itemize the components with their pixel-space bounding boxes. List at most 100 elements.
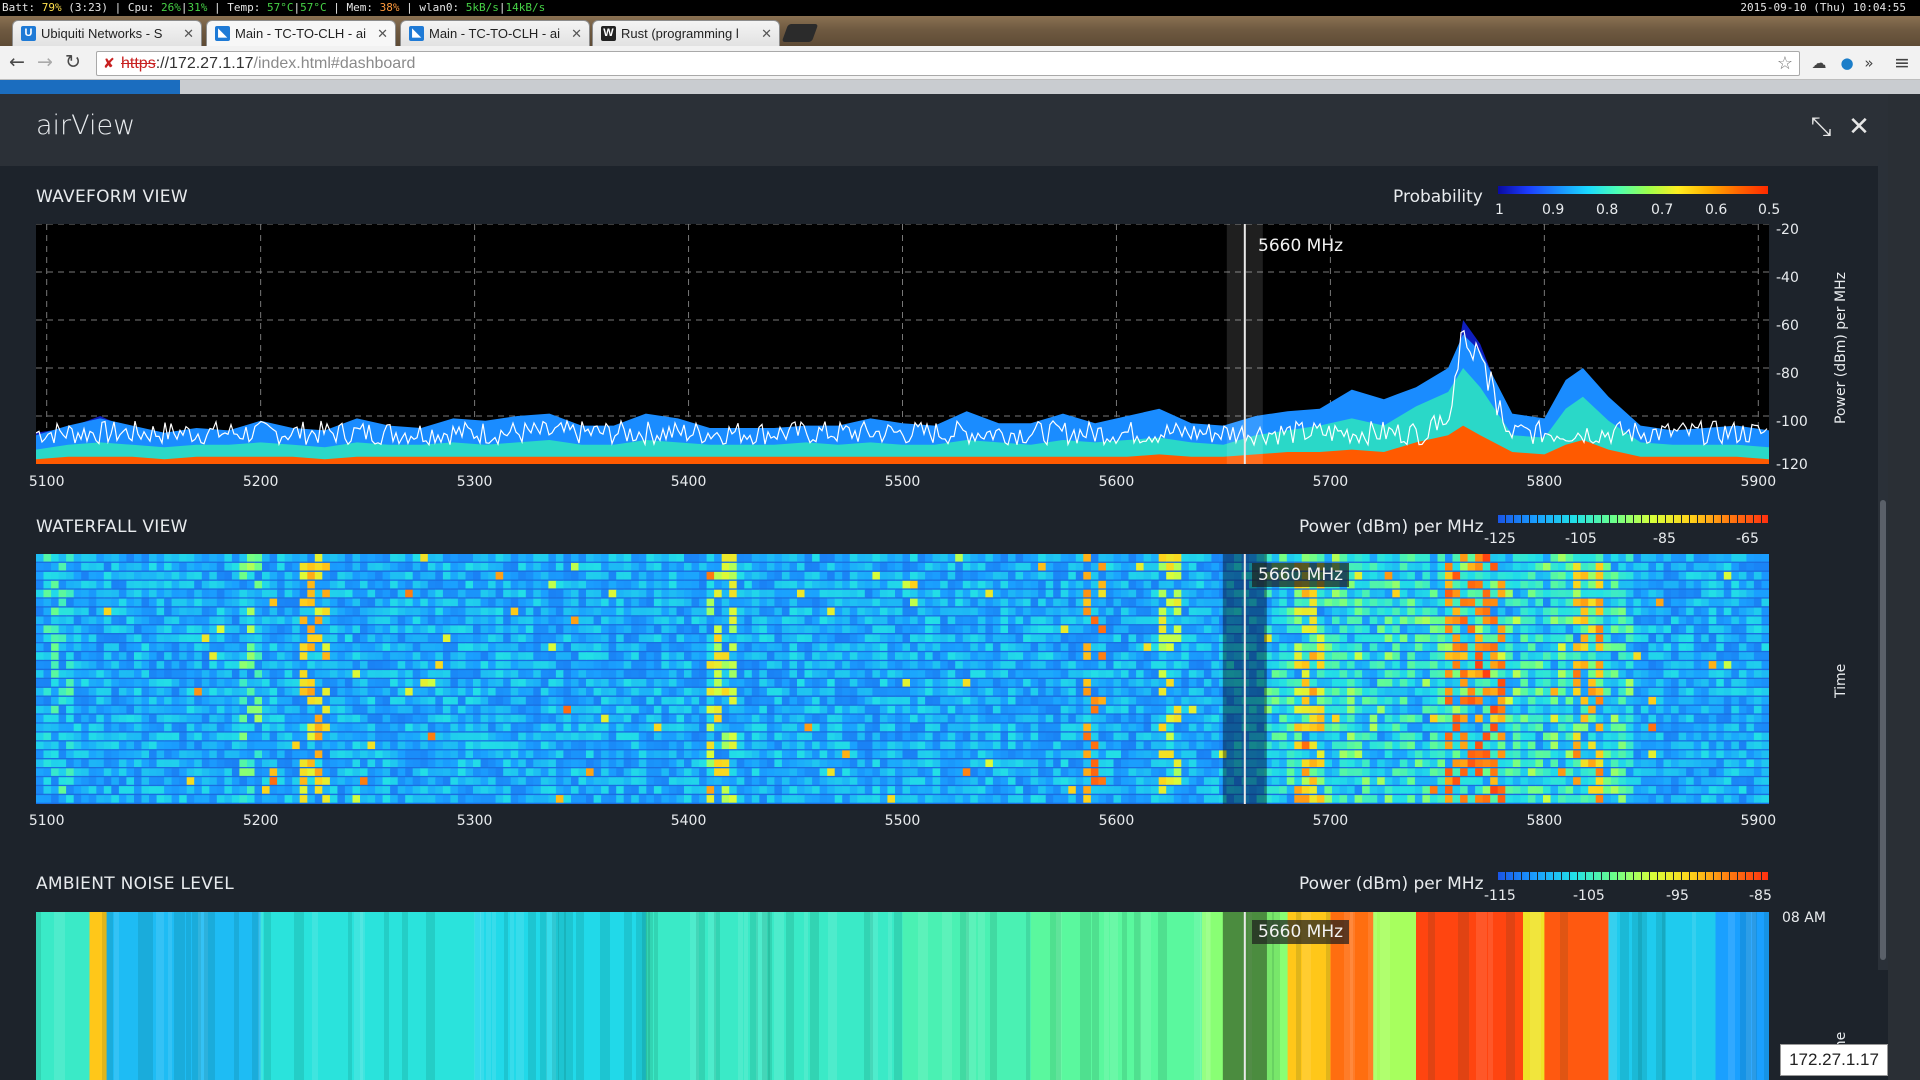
waterfall-cell [1249,723,1258,732]
waterfall-cell [661,580,670,589]
waterfall-cell [1497,616,1506,625]
waterfall-cell [533,625,542,633]
waterfall-cell [1512,670,1521,678]
tab-rust[interactable]: W Rust (programming l ✕ [592,20,780,46]
waterfall-cell [1414,661,1423,669]
extensions-overflow-icon[interactable]: » [1864,54,1874,72]
waterfall-cell [1045,554,1054,562]
waterfall-cell [111,598,120,607]
waterfall-cell [774,705,783,714]
waterfall-cell [571,670,580,678]
waterfall-cell [1362,687,1371,696]
waterfall-cell [849,705,858,714]
waterfall-cell [849,714,858,723]
tab-main-2[interactable]: ◣ Main - TC-TO-CLH - ai ✕ [400,20,590,46]
menu-icon[interactable]: ≡ [1894,52,1910,74]
waterfall-cell [593,732,602,741]
waterfall-cell [932,634,941,642]
waterfall-chart[interactable] [36,554,1769,804]
tab-ubiquiti[interactable]: U Ubiquiti Networks - S ✕ [12,20,202,46]
waterfall-cell [699,571,708,580]
waterfall-cell [1181,652,1190,660]
waterfall-cell [872,714,881,723]
waterfall-cell [736,589,745,598]
waterfall-cell [676,732,685,741]
waterfall-cell [1000,705,1009,714]
waterfall-cell [684,652,693,660]
waterfall-cell [66,634,75,642]
reload-icon[interactable]: ↻ [65,51,81,73]
waterfall-cell [1482,679,1491,687]
waterfall-cell [88,607,97,616]
waterfall-cell [1234,598,1243,607]
waterfall-cell [661,652,670,660]
waterfall-cell [1226,661,1235,669]
waterfall-cell [601,705,610,714]
waterfall-cell [1128,732,1137,741]
waterfall-cell [1279,554,1288,562]
waterfall-cell [503,732,512,741]
waterfall-cell [1279,705,1288,714]
address-bar[interactable]: ✘ https://172.27.1.17/index.html#dashboa… [96,51,1800,76]
extension-cloud-icon[interactable]: ☁ [1811,54,1827,72]
tab-close-icon[interactable]: ✕ [377,26,388,41]
waterfall-cell [1264,670,1273,678]
waterfall-cell [329,714,338,723]
waterfall-cell [1121,562,1130,571]
waterfall-cell [1701,679,1710,687]
waterfall-cell [1301,679,1310,687]
tab-main-1[interactable]: ◣ Main - TC-TO-CLH - ai ✕ [206,20,396,46]
tab-close-icon[interactable]: ✕ [761,26,772,41]
waterfall-cell [533,705,542,714]
waterfall-cell [518,652,527,660]
waterfall-cell [1354,589,1363,598]
waterfall-cell [887,616,896,625]
waterfall-cell [352,732,361,741]
waterfall-cell [43,625,52,633]
waterfall-cell [88,554,97,562]
waterfall-cell [1663,598,1672,607]
waterfall-cell [329,652,338,660]
waterfall-cell [367,741,376,750]
waterfall-cell [1723,652,1732,660]
waterfall-cell [1452,705,1461,714]
waterfall-cell [1113,562,1122,571]
waterfall-cell [1716,679,1725,687]
waterfall-cell [51,661,60,669]
back-arrow-icon[interactable]: ← [9,51,25,73]
waterfall-cell [412,625,421,633]
waterfall-cell [1203,723,1212,732]
waterfall-cell [578,616,587,625]
waterfall-cell [397,652,406,660]
waterfall-cell [940,571,949,580]
forward-arrow-icon[interactable]: → [37,51,53,73]
new-tab-button[interactable] [781,24,819,42]
waterfall-cell [1678,705,1687,714]
waterfall-cell [1520,652,1529,660]
waterfall-cell [962,554,971,562]
waterfall-cell [1196,625,1205,633]
waterfall-cell [1407,607,1416,616]
waterfall-cell [134,562,143,571]
waterfall-cell [1354,661,1363,669]
waterfall-cell [488,625,497,633]
waveform-chart[interactable] [36,224,1769,464]
waterfall-cell [126,598,135,607]
waterfall-cell [186,696,195,705]
waterfall-cell [932,732,941,741]
waterfall-cell [96,554,105,562]
tab-close-icon[interactable]: ✕ [183,26,194,41]
waterfall-cell [955,696,964,705]
waterfall-cell [1083,679,1092,687]
waterfall-cell [382,714,391,723]
close-icon[interactable]: ✕ [1848,112,1870,142]
minimize-icon[interactable]: ⤡ [1810,112,1832,142]
waterfall-cell [714,732,723,741]
waterfall-cell [1354,634,1363,642]
tab-close-icon[interactable]: ✕ [571,26,582,41]
extension-drop-icon[interactable]: ● [1840,54,1854,72]
waterfall-cell [495,696,504,705]
bookmark-star-icon[interactable]: ☆ [1776,53,1793,73]
waterfall-cell [337,714,346,723]
waterfall-cell [849,607,858,616]
